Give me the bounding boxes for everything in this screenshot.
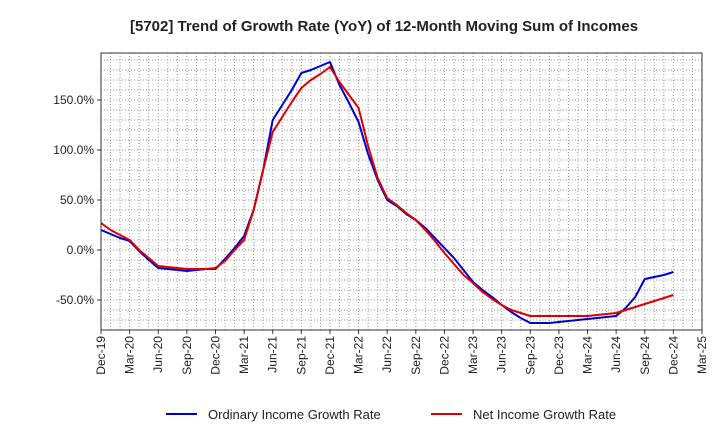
x-tick-label: Jun-23 <box>495 336 509 373</box>
x-tick-label: Dec-19 <box>94 336 108 375</box>
y-axis: -50.0% 0.0% 50.0% 100.0% 150.0% <box>53 93 101 307</box>
x-tick-label: Dec-22 <box>437 336 451 375</box>
x-tick-label: Jun-20 <box>151 336 165 373</box>
x-tick-label: Dec-23 <box>552 336 566 375</box>
x-tick-label: Dec-21 <box>323 336 337 375</box>
x-tick-label: Mar-25 <box>695 336 709 374</box>
x-tick-label: Mar-23 <box>466 336 480 374</box>
y-tick-label: 150.0% <box>53 93 94 107</box>
x-tick-label: Mar-20 <box>123 336 137 374</box>
x-axis: Dec-19 Mar-20 Jun-20 Sep-20 Dec-20 Mar-21 Jun-… <box>94 330 709 375</box>
x-tick-label: Sep-22 <box>409 336 423 375</box>
x-tick-label: Dec-20 <box>208 336 222 375</box>
x-tick-label: Mar-24 <box>581 336 595 374</box>
legend-label-net-income: Net Income Growth Rate <box>473 407 616 422</box>
x-tick-label: Mar-22 <box>352 336 366 374</box>
x-tick-label: Jun-21 <box>266 336 280 373</box>
x-tick-label: Sep-20 <box>180 336 194 375</box>
grid <box>101 53 702 330</box>
y-tick-label: 50.0% <box>60 193 94 207</box>
x-tick-label: Sep-23 <box>523 336 537 375</box>
x-tick-label: Jun-24 <box>609 336 623 373</box>
x-tick-label: Jun-22 <box>380 336 394 373</box>
y-tick-label: 0.0% <box>67 243 95 257</box>
x-tick-label: Sep-24 <box>638 336 652 375</box>
x-tick-label: Mar-21 <box>237 336 251 374</box>
y-tick-label: 100.0% <box>53 143 94 157</box>
y-tick-label: -50.0% <box>56 293 94 307</box>
series-line-net-income <box>100 66 674 317</box>
series <box>100 61 674 324</box>
x-tick-label: Dec-24 <box>666 336 680 375</box>
x-tick-label: Sep-21 <box>294 336 308 375</box>
plot-area <box>100 52 703 331</box>
legend: Ordinary Income Growth Rate Net Income G… <box>166 407 616 422</box>
chart-title: [5702] Trend of Growth Rate (YoY) of 12-… <box>130 18 638 35</box>
legend-label-ordinary-income: Ordinary Income Growth Rate <box>208 407 381 422</box>
